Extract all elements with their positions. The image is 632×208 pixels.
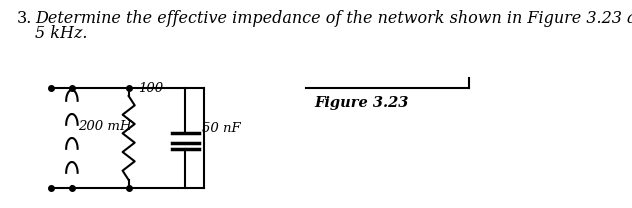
- Text: Determine the effective impedance of the network shown in Figure 3.23 at: Determine the effective impedance of the…: [35, 10, 632, 27]
- Text: 100: 100: [138, 82, 163, 95]
- Text: 200 mH: 200 mH: [78, 120, 131, 132]
- Text: 50 nF: 50 nF: [202, 121, 241, 135]
- Text: Figure 3.23: Figure 3.23: [314, 96, 408, 110]
- Text: 3.: 3.: [16, 10, 32, 27]
- Text: 5 kHz.: 5 kHz.: [35, 25, 87, 42]
